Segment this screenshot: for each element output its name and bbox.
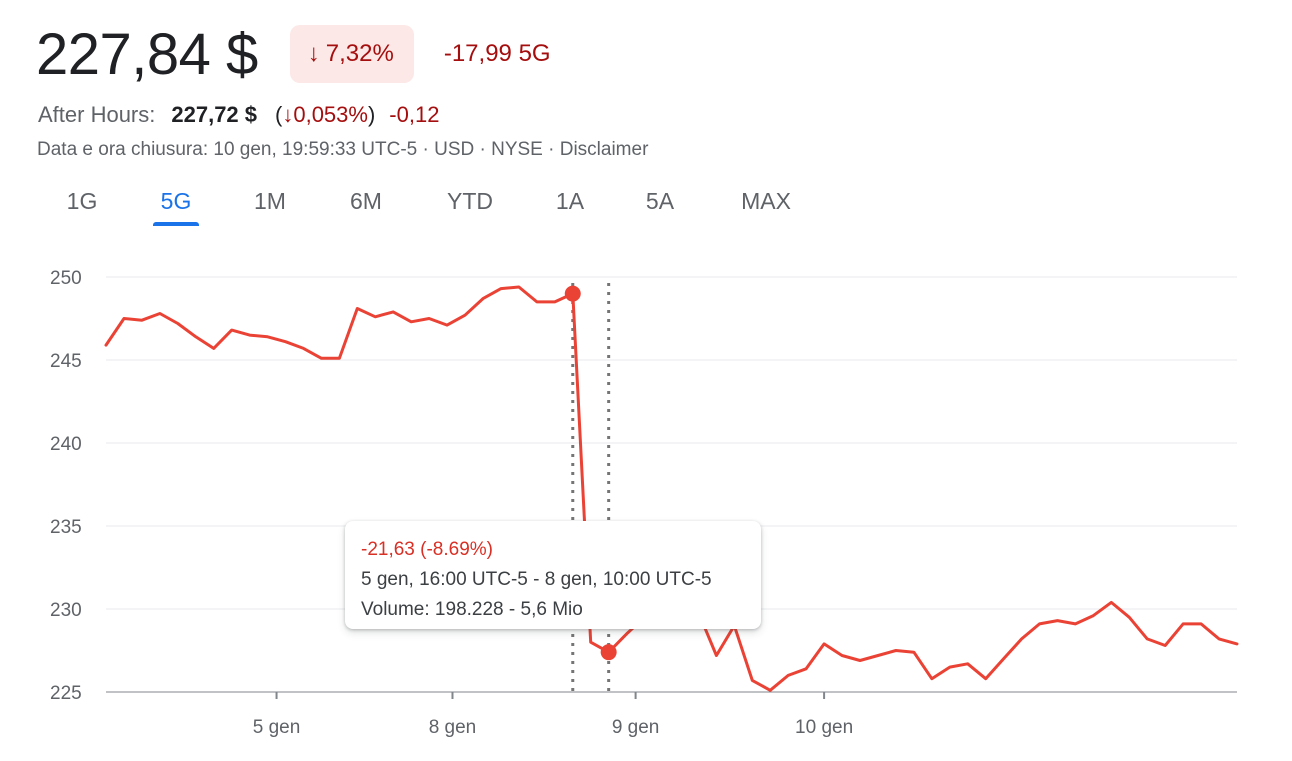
after-hours-price: 227,72 $ <box>171 102 258 127</box>
y-tick-label: 230 <box>50 600 82 621</box>
after-hours-change: -0,12 <box>389 102 440 127</box>
current-price: 227,84 $ <box>36 21 258 87</box>
tab-5a[interactable]: 5A <box>645 188 675 214</box>
market-meta: Data e ora chiusura: 10 gen, 19:59:33 UT… <box>37 139 649 160</box>
y-tick-label: 225 <box>50 683 82 704</box>
arrow-down-icon: ↓ <box>307 40 320 67</box>
range-tabs: 1G 5G 1M 6M YTD 1A 5A MAX <box>0 182 900 226</box>
tab-6m[interactable]: 6M <box>350 188 382 214</box>
price-series-line <box>104 285 1239 692</box>
change-absolute: -17,99 5G <box>443 40 551 67</box>
tab-max[interactable]: MAX <box>741 188 791 214</box>
x-tick-label: 9 gen <box>612 717 660 738</box>
selection-end-point <box>600 644 617 661</box>
change-percent: 7,32% <box>325 40 394 67</box>
y-tick-label: 250 <box>50 268 82 289</box>
x-tick-label: 5 gen <box>253 717 301 738</box>
after-hours-label: After Hours: <box>38 102 156 127</box>
tab-1a[interactable]: 1A <box>555 188 585 214</box>
change-percent-badge: ↓ 7,32% <box>289 25 414 83</box>
quote-header: 227,84 $ ↓ 7,32% -17,99 5G <box>36 14 551 94</box>
selection-start-point <box>564 285 581 302</box>
tab-1m[interactable]: 1M <box>254 188 286 214</box>
tooltip-volume: Volume: 198.228 - 5,6 Mio <box>361 599 583 620</box>
arrow-down-icon: ↓ <box>282 102 294 127</box>
tab-1g[interactable]: 1G <box>66 188 98 214</box>
y-tick-label: 235 <box>50 517 82 538</box>
tooltip-range: 5 gen, 16:00 UTC-5 - 8 gen, 10:00 UTC-5 <box>361 569 712 590</box>
chart-tooltip: -21,63 (-8.69%) 5 gen, 16:00 UTC-5 - 8 g… <box>345 521 761 629</box>
tab-ytd[interactable]: YTD <box>447 188 493 214</box>
after-hours-row: After Hours: 227,72 $ (↓0,053%) -0,12 <box>38 100 439 130</box>
y-tick-label: 240 <box>50 434 82 455</box>
x-tick-label: 10 gen <box>795 717 853 738</box>
y-tick-label: 245 <box>50 351 82 372</box>
x-tick-label: 8 gen <box>429 717 477 738</box>
tab-5g[interactable]: 5G <box>146 182 206 226</box>
after-hours-percent: (↓0,053%) <box>275 102 376 127</box>
tooltip-change: -21,63 (-8.69%) <box>361 539 494 560</box>
